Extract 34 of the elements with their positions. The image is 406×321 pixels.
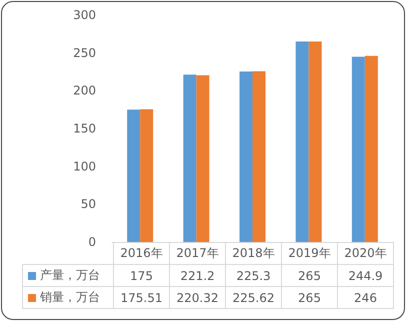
data-label: 175.51 <box>114 286 170 308</box>
bar <box>240 72 252 242</box>
bar <box>296 41 309 242</box>
y-tick-label: 200 <box>73 84 96 98</box>
legend-label: 销量，万台 <box>22 286 114 308</box>
data-label: 221.2 <box>170 264 226 286</box>
bar <box>308 41 322 242</box>
bar <box>127 110 140 242</box>
data-label: 265 <box>282 264 338 286</box>
bar <box>196 75 210 242</box>
y-tick-label: 300 <box>73 8 96 22</box>
data-label: 265 <box>282 286 338 308</box>
y-tick-label: 50 <box>80 197 96 212</box>
legend-label: 产量，万台 <box>22 264 114 286</box>
x-tick-label: 2020年 <box>338 242 394 264</box>
data-label: 244.9 <box>338 264 394 286</box>
data-label: 246 <box>338 286 394 308</box>
bar <box>183 74 196 242</box>
x-tick-label: 2017年 <box>170 242 226 264</box>
data-label: 220.32 <box>170 286 226 308</box>
bar <box>252 71 266 242</box>
bar <box>140 109 154 242</box>
x-tick-label: 2018年 <box>226 242 282 264</box>
data-label: 225.3 <box>226 264 282 286</box>
y-tick-label: 150 <box>73 122 96 136</box>
y-tick-label: 250 <box>73 46 96 60</box>
y-tick-label: 0 <box>88 235 96 249</box>
data-label: 225.62 <box>226 286 282 308</box>
bar <box>364 56 378 242</box>
bar <box>352 56 365 242</box>
data-label: 175 <box>114 264 170 286</box>
y-tick-label: 100 <box>73 159 96 174</box>
x-tick-label: 2019年 <box>282 242 338 264</box>
x-tick-label: 2016年 <box>114 242 170 264</box>
